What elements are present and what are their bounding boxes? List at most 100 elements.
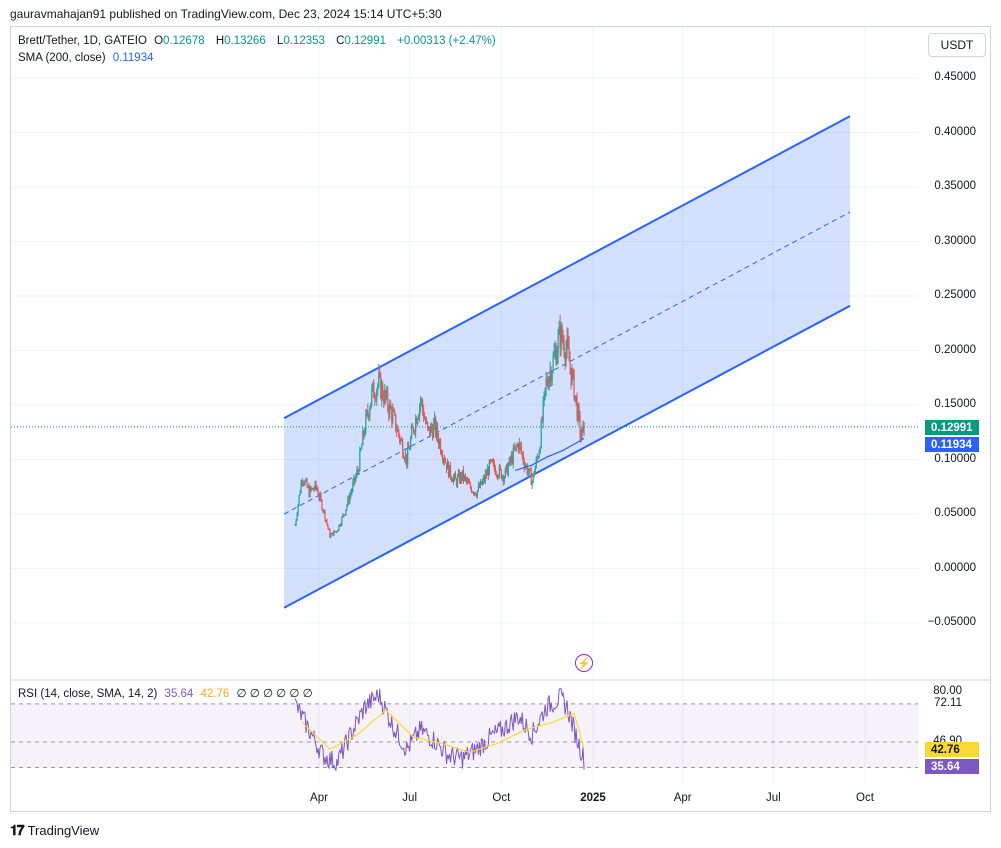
chart-frame <box>10 26 991 812</box>
sma-legend: SMA (200, close) 0.11934 <box>18 52 158 64</box>
symbol-label[interactable]: Brett/Tether, 1D, GATEIO <box>18 35 147 47</box>
candle-body <box>571 370 573 384</box>
candle-body <box>376 390 378 400</box>
candle-body <box>569 361 571 368</box>
candle-body <box>475 494 478 497</box>
candle-body <box>486 469 488 476</box>
candle-body <box>373 382 375 398</box>
candle-body <box>505 464 507 469</box>
candle-body <box>472 491 475 494</box>
candle-body <box>426 422 428 424</box>
candle-body <box>491 459 493 463</box>
candle-body <box>317 490 319 496</box>
candle-body <box>526 465 528 475</box>
candle-body <box>316 486 318 491</box>
candle-body <box>540 420 542 448</box>
candle-body <box>484 473 486 481</box>
candle-body <box>487 469 489 476</box>
open-label: O <box>154 35 164 47</box>
candle-body <box>349 495 351 503</box>
candle-body <box>374 397 376 399</box>
published-caption: gauravmahajan91 published on TradingView… <box>10 7 442 21</box>
candle-body <box>575 395 577 399</box>
candle-body <box>439 440 442 453</box>
candle-body <box>496 474 498 478</box>
candle-body <box>537 457 539 459</box>
candle-body <box>326 520 328 525</box>
candle-body <box>370 402 372 410</box>
candle-body <box>440 452 443 456</box>
rsi-badge: 35.64 <box>925 759 979 774</box>
candle-body <box>431 429 434 438</box>
candle-body <box>450 477 453 481</box>
candle-body <box>417 419 419 424</box>
candle-body <box>482 477 484 482</box>
candle-body <box>334 531 336 533</box>
candle-body <box>562 340 564 344</box>
candle-body <box>459 473 462 483</box>
candle-body <box>388 408 390 416</box>
sma-label[interactable]: SMA (200, close) <box>18 52 106 64</box>
candle-body <box>296 514 298 520</box>
candle-body <box>466 480 469 482</box>
candle-body <box>519 442 521 447</box>
candle-body <box>481 481 484 485</box>
candle-body <box>534 467 536 475</box>
candles <box>294 314 585 539</box>
candle-body <box>567 337 569 347</box>
candle-body <box>343 514 345 516</box>
candle-body <box>499 466 501 470</box>
candle-body <box>470 487 473 493</box>
candle-body <box>356 470 358 476</box>
currency-button[interactable]: USDT <box>928 33 986 57</box>
candle-body <box>501 475 503 479</box>
candle-body <box>500 469 502 479</box>
candle-body <box>447 462 450 478</box>
candle-body <box>408 446 410 449</box>
rsi-label[interactable]: RSI (14, close, SMA, 14, 2) <box>18 688 158 700</box>
candle-body <box>302 481 304 483</box>
rsi-extra-values: ∅ ∅ ∅ ∅ ∅ ∅ <box>236 688 313 700</box>
tradingview-logo[interactable]: 𝟏𝟕 TradingView <box>10 822 99 839</box>
candle-body <box>529 468 531 471</box>
candle-body <box>424 418 426 420</box>
candle-body <box>389 403 391 416</box>
candle-body <box>468 483 471 485</box>
candle-body <box>457 473 460 477</box>
candle-body <box>330 534 332 538</box>
candle-body <box>425 419 427 423</box>
candle-body <box>523 461 525 468</box>
candle-body <box>358 470 360 472</box>
candle-body <box>461 470 464 480</box>
candle-body <box>367 410 369 415</box>
candle-body <box>401 439 403 442</box>
candle-body <box>369 409 371 418</box>
candle-body <box>436 425 439 438</box>
candle-body <box>449 465 452 478</box>
candle-body <box>352 482 354 491</box>
candle-body <box>345 509 347 515</box>
alert-icon[interactable]: ⚡ <box>575 654 593 672</box>
candle-body <box>516 444 518 447</box>
candle-body <box>476 490 479 497</box>
candle-body <box>531 481 533 486</box>
candle-body <box>508 458 510 466</box>
price-axis-label: 0.20000 <box>934 343 976 356</box>
candle-body <box>558 325 560 335</box>
candle-body <box>333 531 335 536</box>
candle-body <box>362 430 364 446</box>
candle-body <box>533 473 535 475</box>
candle-body <box>416 418 418 424</box>
candle-body <box>493 462 495 469</box>
candle-body <box>359 450 361 471</box>
rsi-line <box>294 687 585 771</box>
candle-body <box>378 373 380 385</box>
candle-body <box>492 462 494 464</box>
candle-body <box>300 482 302 493</box>
price-axis-label: 0.15000 <box>934 398 976 410</box>
candle-body <box>310 487 312 490</box>
candle-body <box>560 325 562 348</box>
candle-body <box>392 410 394 422</box>
candle-body <box>573 371 575 400</box>
